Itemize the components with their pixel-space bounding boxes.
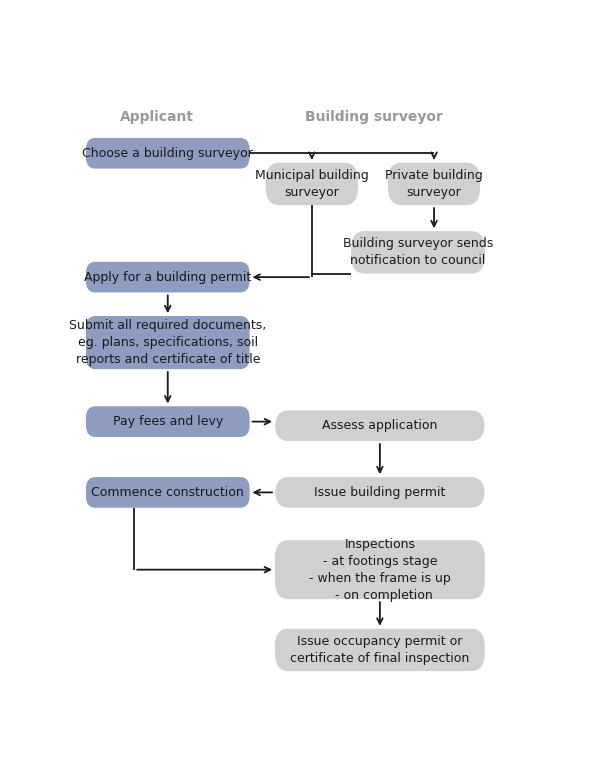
FancyBboxPatch shape (275, 629, 485, 671)
Text: Inspections
- at footings stage
- when the frame is up
  - on completion: Inspections - at footings stage - when t… (309, 538, 451, 601)
Text: Issue occupancy permit or
certificate of final inspection: Issue occupancy permit or certificate of… (290, 635, 469, 665)
FancyBboxPatch shape (266, 162, 358, 205)
FancyBboxPatch shape (275, 540, 485, 599)
FancyBboxPatch shape (351, 231, 485, 273)
Text: Municipal building
surveyor: Municipal building surveyor (255, 169, 369, 199)
FancyBboxPatch shape (86, 477, 250, 508)
Text: Assess application: Assess application (322, 419, 437, 432)
Text: Private building
surveyor: Private building surveyor (385, 169, 483, 199)
FancyBboxPatch shape (86, 262, 250, 293)
Text: Building surveyor: Building surveyor (305, 110, 443, 123)
FancyBboxPatch shape (86, 138, 250, 169)
FancyBboxPatch shape (275, 477, 485, 508)
FancyBboxPatch shape (275, 411, 485, 441)
Text: Commence construction: Commence construction (92, 486, 244, 499)
Text: Submit all required documents,
eg. plans, specifications, soil
reports and certi: Submit all required documents, eg. plans… (69, 319, 267, 366)
Text: Pay fees and levy: Pay fees and levy (112, 415, 223, 428)
Text: Issue building permit: Issue building permit (314, 486, 446, 499)
Text: Apply for a building permit: Apply for a building permit (84, 270, 251, 283)
Text: Choose a building surveyor: Choose a building surveyor (82, 147, 253, 160)
FancyBboxPatch shape (86, 316, 250, 369)
FancyBboxPatch shape (86, 406, 250, 437)
Text: Applicant: Applicant (120, 110, 195, 123)
Text: Building surveyor sends
notification to council: Building surveyor sends notification to … (343, 237, 493, 267)
FancyBboxPatch shape (388, 162, 480, 205)
